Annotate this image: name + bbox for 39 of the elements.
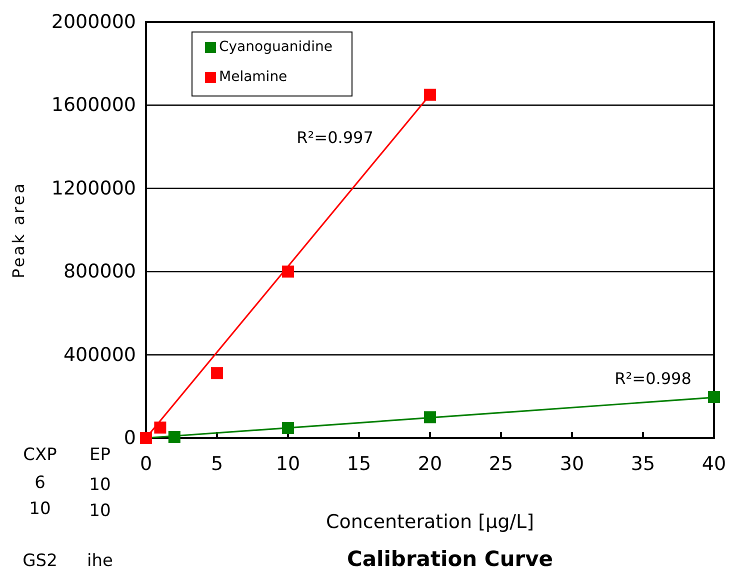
text: 10 (89, 475, 111, 495)
x-tick-label: 25 (488, 453, 514, 475)
point (154, 422, 166, 434)
text: EP (90, 445, 110, 465)
x-tick-label: 40 (702, 453, 726, 475)
x-axis-title: Concenteration [µg/L] (326, 511, 534, 533)
annotation: R²=0.997 (296, 128, 374, 147)
legend-label: Cyanoguanidine (219, 39, 332, 55)
y-tick-label: 1600000 (51, 94, 136, 116)
x-tick-label: 20 (418, 453, 442, 475)
y-tick-label: 1200000 (51, 177, 136, 200)
text: ihe (87, 551, 113, 571)
point (708, 391, 720, 404)
y-tick-label: 2000000 (51, 11, 136, 33)
y-tick-label: 800000 (63, 260, 136, 283)
x-tick-label: 15 (346, 453, 372, 475)
point (282, 422, 294, 434)
text: Calibration Curve (346, 547, 554, 571)
point (424, 88, 436, 101)
y-tick-label: 0 (124, 427, 136, 449)
text: 10 (29, 499, 51, 519)
x-tick-label: 10 (276, 453, 300, 475)
text: CXP (23, 445, 57, 465)
y-tick-label: 400000 (63, 344, 136, 366)
legend-label: Melamine (219, 69, 288, 85)
x-tick-label: 0 (140, 453, 152, 475)
x-tick-label: 5 (210, 453, 224, 475)
point (282, 266, 294, 278)
text: GS2 (22, 551, 58, 571)
text: 6 (34, 473, 46, 493)
point (140, 432, 152, 444)
x-tick-label: 30 (560, 453, 584, 475)
x-tick-label: 35 (630, 453, 656, 475)
point (424, 411, 436, 424)
point (168, 430, 180, 443)
text: 10 (89, 501, 111, 521)
annotation: R²=0.998 (614, 369, 692, 388)
point (211, 367, 223, 380)
y-axis-title: Peak area (9, 182, 28, 278)
